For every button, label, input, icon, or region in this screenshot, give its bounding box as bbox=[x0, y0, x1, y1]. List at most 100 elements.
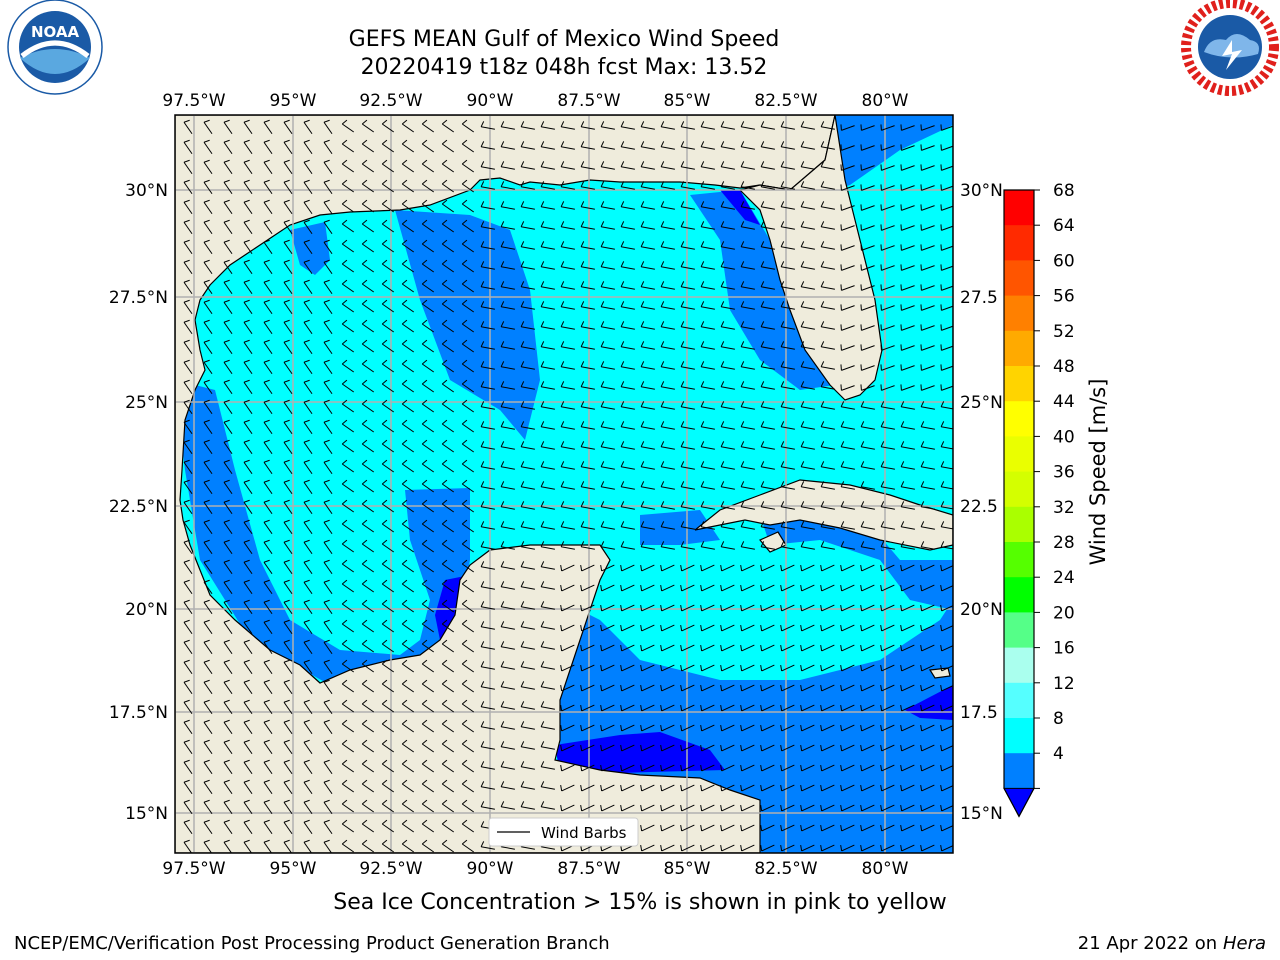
wind-barb bbox=[323, 179, 333, 195]
wind-barb bbox=[820, 724, 835, 732]
wind-barb bbox=[480, 301, 495, 310]
wind-barb bbox=[183, 399, 193, 415]
wind-barb bbox=[720, 221, 735, 230]
wind-barb bbox=[820, 461, 835, 470]
wind-barb bbox=[700, 181, 715, 190]
wind-barb bbox=[800, 261, 815, 270]
wind-barb bbox=[520, 681, 535, 690]
wind-barb bbox=[243, 779, 253, 795]
wind-barb bbox=[680, 644, 695, 652]
wind-barb bbox=[880, 324, 895, 331]
wind-barb bbox=[900, 461, 915, 470]
wind-barb bbox=[480, 341, 495, 350]
wind-barb bbox=[341, 379, 355, 393]
wind-barb bbox=[660, 321, 675, 330]
lat-label-left: 22.5°N bbox=[109, 497, 168, 517]
wind-barb bbox=[940, 784, 953, 792]
wind-barbs bbox=[183, 119, 953, 853]
wind-barb bbox=[500, 561, 515, 570]
wind-barb bbox=[780, 121, 795, 130]
wind-barb bbox=[461, 199, 475, 213]
wind-barb bbox=[540, 741, 555, 750]
wind-barb bbox=[720, 421, 735, 430]
colorbar-segment bbox=[1004, 436, 1034, 473]
wind-barb bbox=[720, 584, 735, 592]
wind-barb bbox=[740, 441, 755, 450]
wind-barb bbox=[401, 619, 415, 633]
wind-barb bbox=[381, 839, 395, 853]
wind-barb bbox=[480, 361, 495, 370]
wind-barb bbox=[500, 721, 515, 730]
wind-barb bbox=[341, 559, 355, 573]
wind-barb bbox=[680, 461, 695, 470]
wind-barb bbox=[461, 819, 475, 833]
longitude-labels-top: 97.5°W 95°W 92.5°W 90°W 87.5°W 85°W 82.5°W 80°W bbox=[162, 91, 908, 111]
wind-barb bbox=[860, 124, 875, 131]
wind-barb bbox=[401, 819, 415, 833]
wind-barb bbox=[780, 141, 795, 150]
wind-barb bbox=[500, 581, 515, 590]
wind-barb bbox=[500, 121, 515, 130]
wind-barb bbox=[183, 319, 193, 335]
colorbar-tick-label: 8 bbox=[1053, 709, 1064, 729]
wind-barb bbox=[461, 519, 475, 533]
wind-barb bbox=[520, 261, 535, 270]
wind-barb bbox=[203, 319, 213, 335]
wind-barb bbox=[660, 541, 675, 550]
wind-barb bbox=[480, 421, 495, 430]
wind-barb bbox=[740, 724, 755, 732]
wind-barb bbox=[401, 799, 415, 813]
colorbar-segment bbox=[1004, 366, 1034, 402]
wind-barb bbox=[203, 279, 213, 295]
wind-barb bbox=[223, 759, 233, 775]
wind-barb bbox=[700, 704, 715, 712]
wind-barb bbox=[680, 121, 695, 130]
wind-barb bbox=[361, 779, 375, 793]
wind-barb bbox=[520, 621, 535, 630]
wind-barb bbox=[580, 221, 595, 230]
wind-barb bbox=[441, 539, 455, 553]
wind-barb bbox=[880, 421, 895, 430]
wind-barb bbox=[880, 401, 895, 410]
wind-barb bbox=[263, 379, 273, 395]
wind-barb bbox=[880, 441, 895, 450]
wind-barb bbox=[263, 799, 273, 815]
wind-barb bbox=[880, 481, 895, 490]
wind-barb bbox=[480, 581, 495, 590]
wind-barb bbox=[640, 804, 655, 812]
wind-barb bbox=[820, 804, 835, 812]
wind-barb bbox=[600, 141, 615, 150]
wind-barb bbox=[820, 161, 835, 170]
wind-barb bbox=[820, 684, 835, 692]
wind-barb bbox=[820, 501, 835, 510]
wind-barb bbox=[361, 699, 375, 713]
wind-barb bbox=[540, 521, 555, 530]
wind-barb bbox=[740, 201, 755, 210]
wind-barb bbox=[880, 124, 895, 131]
wind-barb bbox=[223, 159, 233, 175]
wind-barb bbox=[840, 764, 855, 772]
wind-barb bbox=[381, 739, 395, 753]
wind-barb bbox=[920, 624, 935, 632]
wind-barb bbox=[381, 619, 395, 633]
wind-barb bbox=[780, 521, 795, 530]
wind-barb bbox=[640, 381, 655, 390]
wind-barb bbox=[500, 601, 515, 610]
wind-barb bbox=[441, 219, 455, 233]
wind-barb bbox=[700, 121, 715, 130]
wind-barb bbox=[580, 381, 595, 390]
wind-barb bbox=[700, 361, 715, 370]
wind-barb bbox=[461, 339, 475, 353]
wind-barb bbox=[900, 704, 915, 712]
wind-barb bbox=[760, 684, 775, 692]
wind-barb bbox=[720, 361, 735, 370]
wind-barb bbox=[680, 564, 695, 572]
wind-barb bbox=[620, 361, 635, 370]
wind-barb bbox=[900, 441, 915, 450]
wind-barb bbox=[780, 644, 795, 652]
wind-barb bbox=[660, 341, 675, 350]
wind-barb bbox=[283, 519, 293, 535]
wind-barb bbox=[361, 559, 375, 573]
wind-barb bbox=[223, 679, 233, 695]
wind-barb bbox=[760, 301, 775, 310]
